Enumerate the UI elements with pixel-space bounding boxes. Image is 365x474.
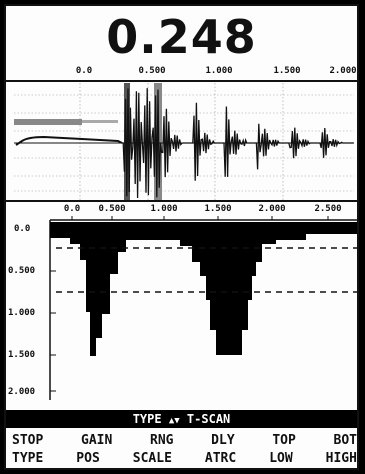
tscan-top-tick: 2.500 [314, 204, 342, 214]
divider [6, 200, 357, 202]
tscan-left-tick: 1.000 [8, 308, 36, 318]
ascan-axis-ticks: 0.0 0.500 1.000 1.500 2.000 [6, 66, 357, 78]
ascan-tick: 1.000 [205, 66, 233, 76]
softkey-stop[interactable]: STOP [12, 433, 44, 448]
ascan-gate-bar [14, 119, 82, 125]
softkey-top[interactable]: TOP [272, 433, 296, 448]
status-bar: TYPE ▲▼ T-SCAN [6, 410, 357, 428]
tscan-panel: 0.0 0.500 1.000 1.500 2.000 2.500 0.0 0.… [6, 202, 357, 410]
instrument-screen: 0.248 0.0 0.500 1.000 1.500 2.000 0.0 0.… [4, 4, 359, 470]
tscan-top-tick: 1.500 [204, 204, 232, 214]
thickness-reading: 0.248 [106, 10, 257, 64]
softkey-high[interactable]: HIGH [325, 451, 357, 466]
tscan-top-ticks: 0.0 0.500 1.000 1.500 2.000 2.500 [6, 204, 357, 216]
softkey-atrc[interactable]: ATRC [204, 451, 237, 466]
ascan-tick: 0.0 [75, 66, 93, 76]
softkey-row-2: TYPE POS SCALE ATRC LOW HIGH [12, 450, 357, 468]
ascan-waveform [14, 83, 354, 201]
ascan-tick: 1.500 [273, 66, 301, 76]
softkey-low[interactable]: LOW [269, 451, 293, 466]
softkey-rng[interactable]: RNG [150, 433, 174, 448]
softkey-row-1: STOP GAIN RNG DLY TOP BOT [12, 432, 357, 450]
tscan-top-tick: 0.500 [98, 204, 126, 214]
softkey-scale[interactable]: SCALE [132, 451, 172, 466]
softkey-dly[interactable]: DLY [211, 433, 235, 448]
tscan-top-tick: 0.0 [63, 204, 81, 214]
status-type-label: TYPE [132, 412, 162, 426]
tscan-left-tick: 2.000 [8, 387, 36, 397]
up-down-arrows-icon: ▲▼ [168, 416, 180, 426]
ascan-top-border [6, 80, 357, 82]
ascan-baseline-left [15, 135, 123, 146]
tscan-top-tick: 2.000 [258, 204, 286, 214]
softkey-pos[interactable]: POS [76, 451, 100, 466]
ascan-tick: 2.000 [329, 66, 357, 76]
tscan-left-ticks: 0.0 0.500 1.000 1.500 2.000 [6, 202, 48, 410]
softkey-type[interactable]: TYPE [12, 451, 44, 466]
tscan-left-tick: 0.500 [8, 266, 36, 276]
ascan-gate-bar-extension [82, 120, 118, 123]
softkey-gain[interactable]: GAIN [81, 433, 113, 448]
tscan-profile [50, 222, 357, 356]
softkey-bot[interactable]: BOT [333, 433, 357, 448]
tscan-plot [49, 216, 357, 400]
tscan-left-tick: 1.500 [8, 350, 36, 360]
ascan-tick: 0.500 [138, 66, 166, 76]
tscan-left-tick: 0.0 [14, 224, 31, 234]
status-mode: T-SCAN [186, 412, 231, 426]
tscan-top-tick: 1.000 [150, 204, 178, 214]
